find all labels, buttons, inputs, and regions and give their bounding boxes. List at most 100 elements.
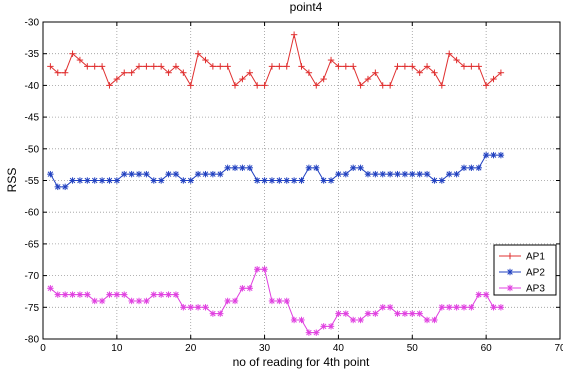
data-point-ap2: [224, 164, 231, 172]
data-point-ap2: [320, 177, 327, 184]
data-point-ap2: [61, 183, 69, 191]
data-point-ap1: [372, 69, 379, 76]
data-point-ap1: [416, 69, 423, 76]
series-layer: [47, 31, 505, 336]
data-point-ap1: [165, 69, 172, 76]
data-point-ap1: [224, 63, 231, 70]
data-point-ap3: [357, 316, 364, 324]
data-point-ap2: [409, 170, 416, 178]
legend-entry-ap1: AP1: [499, 252, 545, 263]
data-point-ap2: [239, 164, 246, 172]
x-tick-label: 0: [40, 343, 46, 354]
data-point-ap3: [180, 304, 187, 311]
data-point-ap3: [468, 304, 475, 311]
y-tick-label: -60: [25, 208, 40, 219]
data-point-ap3: [246, 285, 253, 292]
data-point-ap2: [187, 177, 194, 184]
data-point-ap2: [335, 170, 342, 178]
data-point-ap2: [209, 170, 217, 178]
data-point-ap3: [224, 297, 231, 305]
data-point-ap2: [482, 151, 490, 159]
data-point-ap2: [76, 177, 84, 184]
y-tick-label: -45: [25, 113, 40, 124]
data-point-ap3: [98, 297, 106, 305]
data-point-ap1: [305, 69, 313, 76]
data-point-ap1: [409, 63, 416, 70]
legend-box: [493, 244, 557, 296]
data-point-ap3: [438, 304, 446, 311]
data-point-ap1: [128, 69, 135, 76]
data-point-ap3: [268, 297, 276, 305]
data-point-ap3: [423, 316, 431, 324]
data-point-ap2: [446, 170, 453, 178]
data-point-ap3: [135, 297, 143, 305]
data-point-ap1: [379, 82, 386, 89]
data-point-ap2: [47, 170, 54, 178]
data-point-ap3: [84, 291, 91, 298]
data-point-ap1: [290, 31, 298, 38]
data-point-ap3: [202, 304, 209, 311]
data-point-ap3: [121, 291, 128, 298]
data-point-ap3: [91, 297, 98, 305]
data-point-ap1: [423, 63, 431, 70]
data-point-ap2: [246, 164, 253, 172]
data-point-ap1: [54, 69, 61, 76]
data-point-ap3: [231, 297, 239, 305]
data-point-ap1: [394, 63, 401, 70]
data-point-ap1: [84, 63, 91, 70]
data-point-ap3: [305, 329, 313, 336]
data-point-ap2: [364, 170, 372, 178]
data-point-ap2: [276, 177, 283, 184]
data-point-ap1: [446, 50, 453, 57]
data-point-ap2: [172, 170, 180, 178]
x-axis-title: no of reading for 4th point: [233, 355, 370, 369]
data-point-ap3: [209, 310, 217, 317]
data-point-ap2: [423, 170, 431, 178]
data-point-ap2: [268, 177, 276, 184]
data-point-ap3: [128, 297, 135, 305]
data-point-ap1: [143, 63, 150, 70]
data-point-ap1: [327, 56, 335, 64]
y-axis-title: RSS: [5, 168, 19, 193]
data-point-ap2: [91, 177, 98, 184]
data-point-ap1: [239, 75, 246, 83]
data-point-ap1: [268, 63, 276, 70]
data-point-ap3: [113, 291, 121, 298]
data-point-ap3: [239, 285, 246, 292]
data-point-ap3: [416, 310, 423, 317]
chart-title: point4: [290, 0, 323, 14]
data-point-ap3: [475, 291, 482, 298]
data-point-ap3: [313, 329, 320, 336]
data-point-ap1: [261, 82, 268, 89]
data-point-ap2: [379, 170, 386, 178]
data-point-ap2: [416, 170, 423, 178]
data-point-ap2: [165, 170, 172, 178]
data-point-ap3: [290, 316, 298, 324]
data-point-ap2: [261, 177, 268, 184]
data-point-ap1: [135, 63, 143, 70]
legend: AP1 AP2 AP3: [493, 244, 557, 296]
x-tick-label: 70: [554, 343, 563, 354]
data-point-ap1: [246, 69, 253, 76]
data-point-ap3: [253, 266, 261, 273]
data-point-ap2: [305, 164, 313, 172]
data-point-ap2: [157, 177, 165, 184]
data-point-ap2: [453, 170, 460, 178]
data-point-ap2: [194, 170, 202, 178]
data-point-ap1: [202, 56, 209, 64]
data-point-ap2: [357, 164, 364, 172]
legend-label-ap2: AP2: [526, 268, 545, 279]
y-tick-label: -40: [25, 81, 40, 92]
data-point-ap2: [290, 177, 298, 184]
x-tick-label: 30: [259, 343, 271, 354]
data-point-ap1: [61, 69, 69, 76]
legend-marker-ap3: [506, 284, 514, 292]
data-point-ap1: [150, 63, 157, 70]
data-point-ap2: [113, 177, 121, 184]
data-point-ap3: [379, 304, 386, 311]
x-tick-label: 10: [111, 343, 123, 354]
data-point-ap1: [482, 82, 490, 89]
data-point-ap3: [394, 310, 401, 317]
data-point-ap3: [106, 291, 113, 298]
data-point-ap3: [342, 310, 350, 317]
